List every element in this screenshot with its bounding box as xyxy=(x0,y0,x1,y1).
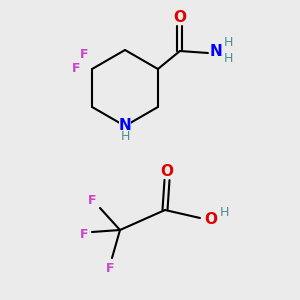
Text: F: F xyxy=(80,47,88,61)
Text: F: F xyxy=(106,262,114,275)
Text: N: N xyxy=(210,44,223,59)
Text: F: F xyxy=(88,194,96,206)
Text: H: H xyxy=(224,37,233,50)
Text: O: O xyxy=(160,164,173,178)
Text: H: H xyxy=(224,52,233,65)
Text: O: O xyxy=(204,212,217,226)
Text: H: H xyxy=(220,206,230,218)
Text: N: N xyxy=(118,118,131,134)
Text: H: H xyxy=(120,130,130,143)
Text: O: O xyxy=(173,10,186,25)
Text: F: F xyxy=(80,227,88,241)
Text: F: F xyxy=(72,62,80,76)
